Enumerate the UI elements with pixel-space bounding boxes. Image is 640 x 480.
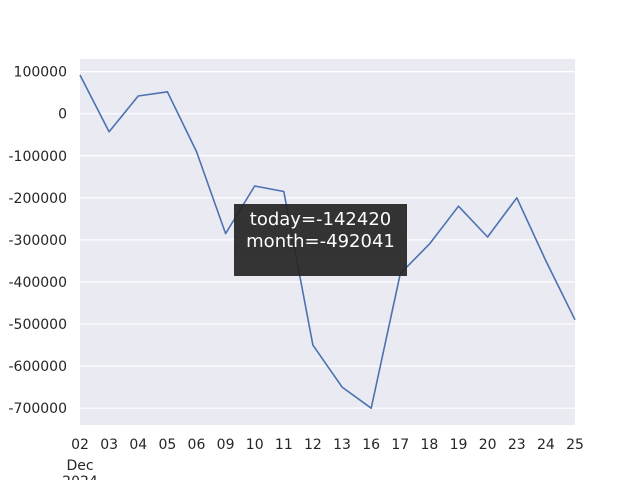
x-tick-label: 13 [333,437,351,453]
x-tick-label: 09 [217,437,235,453]
x-tick-label: 12 [304,437,322,453]
x-axis-ticks: 02 03 04 05 06 09 10 11 12 13 16 17 18 19 20 23 24 25 Dec2… [62,437,584,480]
y-tick-label: -200000 [9,191,68,207]
y-tick-label: 100000 [14,65,67,81]
y-tick-label: 0 [58,107,67,123]
x-tick-label: 24 [537,437,555,453]
x-tick-label: 19 [450,437,468,453]
x-tick-label: 16 [362,437,380,453]
x-tick-label: 10 [246,437,264,453]
series-layer [79,74,576,410]
y-tick-label: -400000 [9,275,68,291]
gridlines [80,71,575,409]
x-tick-label: 23 [508,437,526,453]
x-tick-sublabel: 2024 [62,474,98,480]
tooltip-month: month=-492041 [246,231,395,252]
tooltip-today: today=-142420 [249,209,392,230]
series-line [79,74,576,410]
x-tick-label: 17 [391,437,409,453]
x-tick-label: 20 [479,437,497,453]
y-tick-label: -600000 [9,359,68,375]
x-tick-label: 02 [71,437,89,453]
x-tick-label: 03 [100,437,118,453]
y-tick-label: -300000 [9,233,68,249]
hover-tooltip: today=-142420 month=-492041 [234,204,407,276]
x-tick-label: 11 [275,437,293,453]
x-tick-label: 04 [129,437,147,453]
x-tick-label: 05 [158,437,176,453]
x-tick-sublabel: Dec [66,458,93,474]
y-tick-label: -700000 [9,401,68,417]
y-tick-label: -100000 [9,149,68,165]
y-tick-label: -500000 [9,317,68,333]
x-tick-label: 06 [188,437,206,453]
x-tick-label: 25 [566,437,584,453]
x-tick-label: 18 [420,437,438,453]
y-axis-ticks: 100000 0 -100000 -200000 -300000 -400000 -5000… [9,65,68,418]
